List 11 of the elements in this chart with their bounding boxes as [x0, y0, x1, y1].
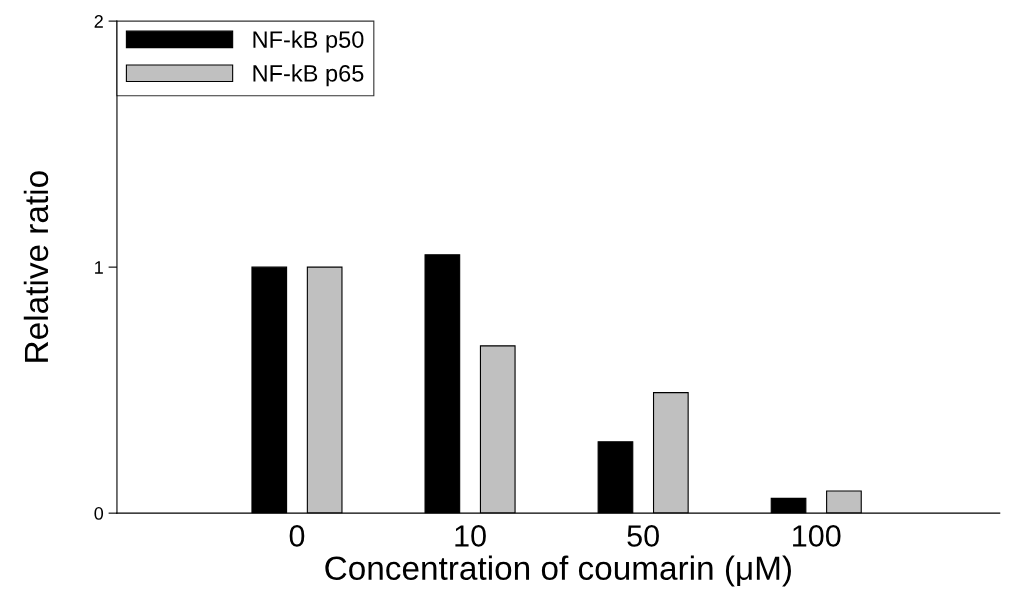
legend-label: NF-kB p65	[253, 64, 364, 87]
x-tick-label: 10	[455, 525, 486, 547]
y-tick-label: 1	[95, 261, 103, 274]
x-tick-label: 50	[627, 525, 659, 547]
legend-label: NF-kB p50	[253, 30, 364, 53]
x-axis-title: Concentration of coumarin (μM)	[325, 555, 791, 587]
y-axis-title: Relative ratio	[23, 171, 49, 362]
y-tick-label: 2	[94, 15, 103, 28]
x-tick-label: 100	[793, 525, 841, 547]
y-tick-label: 0	[94, 507, 104, 520]
x-tick-label: 0	[289, 525, 305, 547]
